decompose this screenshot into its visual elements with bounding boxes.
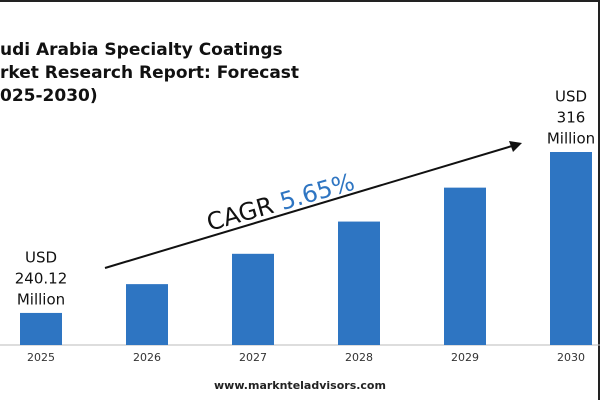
x-tick-label: 2030 [557,351,585,364]
x-tick-label: 2025 [27,351,55,364]
bar [20,312,62,345]
bar [232,253,274,345]
x-tick-label: 2026 [133,351,161,364]
bar [126,284,168,345]
value-label: USD [555,88,587,106]
x-tick-label: 2028 [345,351,373,364]
x-tick-label: 2027 [239,351,267,364]
footer: www.marknteladvisors.com [214,379,386,392]
chart-title: rket Research Report: Forecast [0,63,299,83]
bar [338,221,380,345]
value-label: Million [17,290,65,308]
value-label: USD [25,248,57,266]
chart-title: udi Arabia Specialty Coatings [0,40,283,60]
value-label: 240.12 [15,269,68,287]
value-label: 316 [557,109,586,127]
bar [444,187,486,345]
trend-arrow [104,145,513,269]
arrow-head [509,141,522,152]
bar [550,152,592,345]
x-tick-label: 2029 [451,351,479,364]
chart-title: 025-2030) [0,86,98,106]
value-label: Million [547,130,595,148]
